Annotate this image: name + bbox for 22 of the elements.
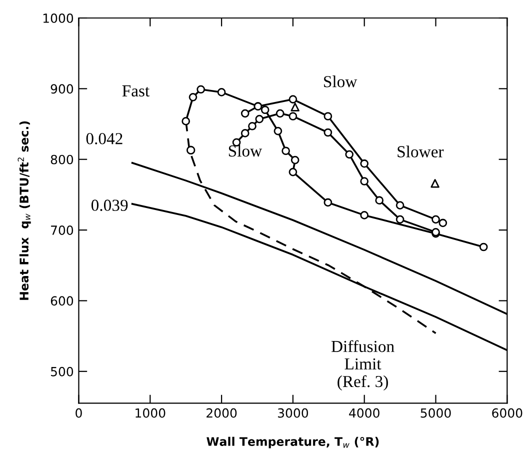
annotation: Slow bbox=[228, 144, 262, 157]
x-tick-label: 0 bbox=[76, 408, 82, 418]
x-tick-label: 4000 bbox=[349, 408, 380, 418]
x-tick-label: 2000 bbox=[206, 408, 237, 418]
y-tick-label: 800 bbox=[50, 154, 74, 164]
y-tick-label: 900 bbox=[50, 84, 74, 94]
annotation: Diffusion Limit (Ref. 3) bbox=[331, 340, 394, 391]
x-axis-title: Wall Temperature, T$_{w}$ (°R) bbox=[206, 436, 379, 448]
y-tick-label: 1000 bbox=[43, 13, 74, 23]
annotation: Fast bbox=[122, 85, 150, 97]
x-tick-label: 5000 bbox=[420, 408, 451, 418]
y-tick-label: 700 bbox=[51, 226, 74, 235]
x-tick-label: 3000 bbox=[278, 408, 308, 418]
annotation: 0.042 bbox=[86, 133, 122, 144]
x-tick-label: 6000 bbox=[492, 408, 522, 418]
y-tick-label: 600 bbox=[50, 296, 74, 306]
y-tick-label: 500 bbox=[50, 366, 74, 376]
y-axis-title: Heat Flux q$_{w}$ (BTU/ft$^{2}$ sec.) bbox=[18, 121, 31, 300]
annotation: 0.039 bbox=[91, 200, 128, 211]
annotation: Slower bbox=[398, 146, 444, 158]
annotation: Slow bbox=[324, 76, 358, 88]
x-tick-label: 1000 bbox=[136, 408, 166, 418]
